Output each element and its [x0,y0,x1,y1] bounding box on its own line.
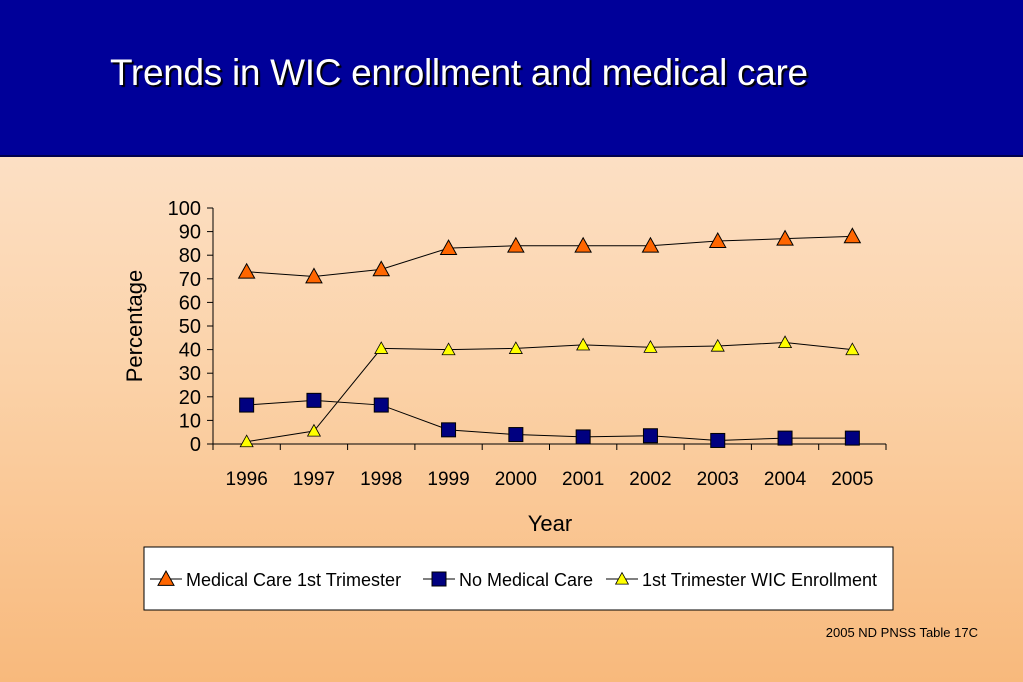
y-tick-label: 20 [179,387,201,409]
data-point [439,239,458,256]
data-point [239,397,255,413]
data-point [574,236,592,253]
y-tick-label: 70 [179,269,201,291]
x-tick-label: 2001 [562,469,604,490]
x-tick-label: 2002 [629,469,671,490]
data-point [306,392,322,408]
data-point [508,427,524,443]
data-point [710,432,726,448]
slide-title: Trends in WIC enrollment and medical car… [110,52,808,93]
series-2 [239,335,860,448]
y-tick-label: 60 [179,292,201,314]
data-point [710,338,725,352]
data-point [305,267,323,284]
data-point [239,434,254,448]
data-point [643,340,658,353]
data-point [777,430,793,446]
series-line [246,399,853,441]
data-point [507,236,525,253]
data-point [237,262,256,279]
data-point [373,397,389,413]
x-tick-label: 2000 [495,469,537,490]
data-point [441,342,456,356]
legend-box [143,546,894,611]
legend-marker [157,569,175,586]
legend-marker [614,571,630,585]
y-tick-label: 10 [179,410,201,432]
data-point [777,335,793,349]
data-point [843,227,862,244]
data-point [372,260,391,277]
data-point [306,423,322,437]
data-point [374,341,389,354]
data-point [708,232,727,248]
data-point [508,341,523,354]
y-tick-label: 30 [179,363,201,385]
y-tick-label: 100 [168,198,201,220]
data-point [576,337,591,351]
x-tick-label: 1996 [226,469,268,490]
x-tick-label: 1997 [293,469,335,490]
series-line [246,235,853,277]
y-tick-label: 40 [179,340,201,362]
legend-label: No Medical Care [459,570,593,590]
legend-marker [431,571,447,587]
legend-label: 1st Trimester WIC Enrollment [642,570,877,590]
y-tick-label: 80 [179,245,201,267]
series-0 [237,227,862,284]
y-tick-label: 50 [179,316,201,338]
x-tick-label: 2005 [831,469,873,490]
y-axis-label: Percentage [122,270,147,383]
series-line [246,342,853,443]
y-tick-label: 90 [179,222,201,244]
data-point [776,229,794,246]
data-point [641,236,660,253]
data-point [845,342,860,356]
legend-label: Medical Care 1st Trimester [186,570,401,590]
x-tick-label: 1999 [427,469,469,490]
x-axis-label: Year [528,511,572,536]
data-point [441,422,457,438]
data-point [844,430,860,446]
series-1 [239,392,860,448]
slide-header: Trends in WIC enrollment and medical car… [0,0,1023,157]
x-tick-label: 1998 [360,469,402,490]
y-tick-label: 0 [190,434,201,456]
x-tick-label: 2004 [764,469,807,490]
chart-legend: Medical Care 1st Trimester No Medical Car… [143,546,894,611]
source-note: 2005 ND PNSS Table 17C [825,625,978,640]
data-point [575,429,591,445]
chart-series [237,227,862,448]
x-tick-label: 2003 [697,469,739,490]
data-point [642,428,658,444]
